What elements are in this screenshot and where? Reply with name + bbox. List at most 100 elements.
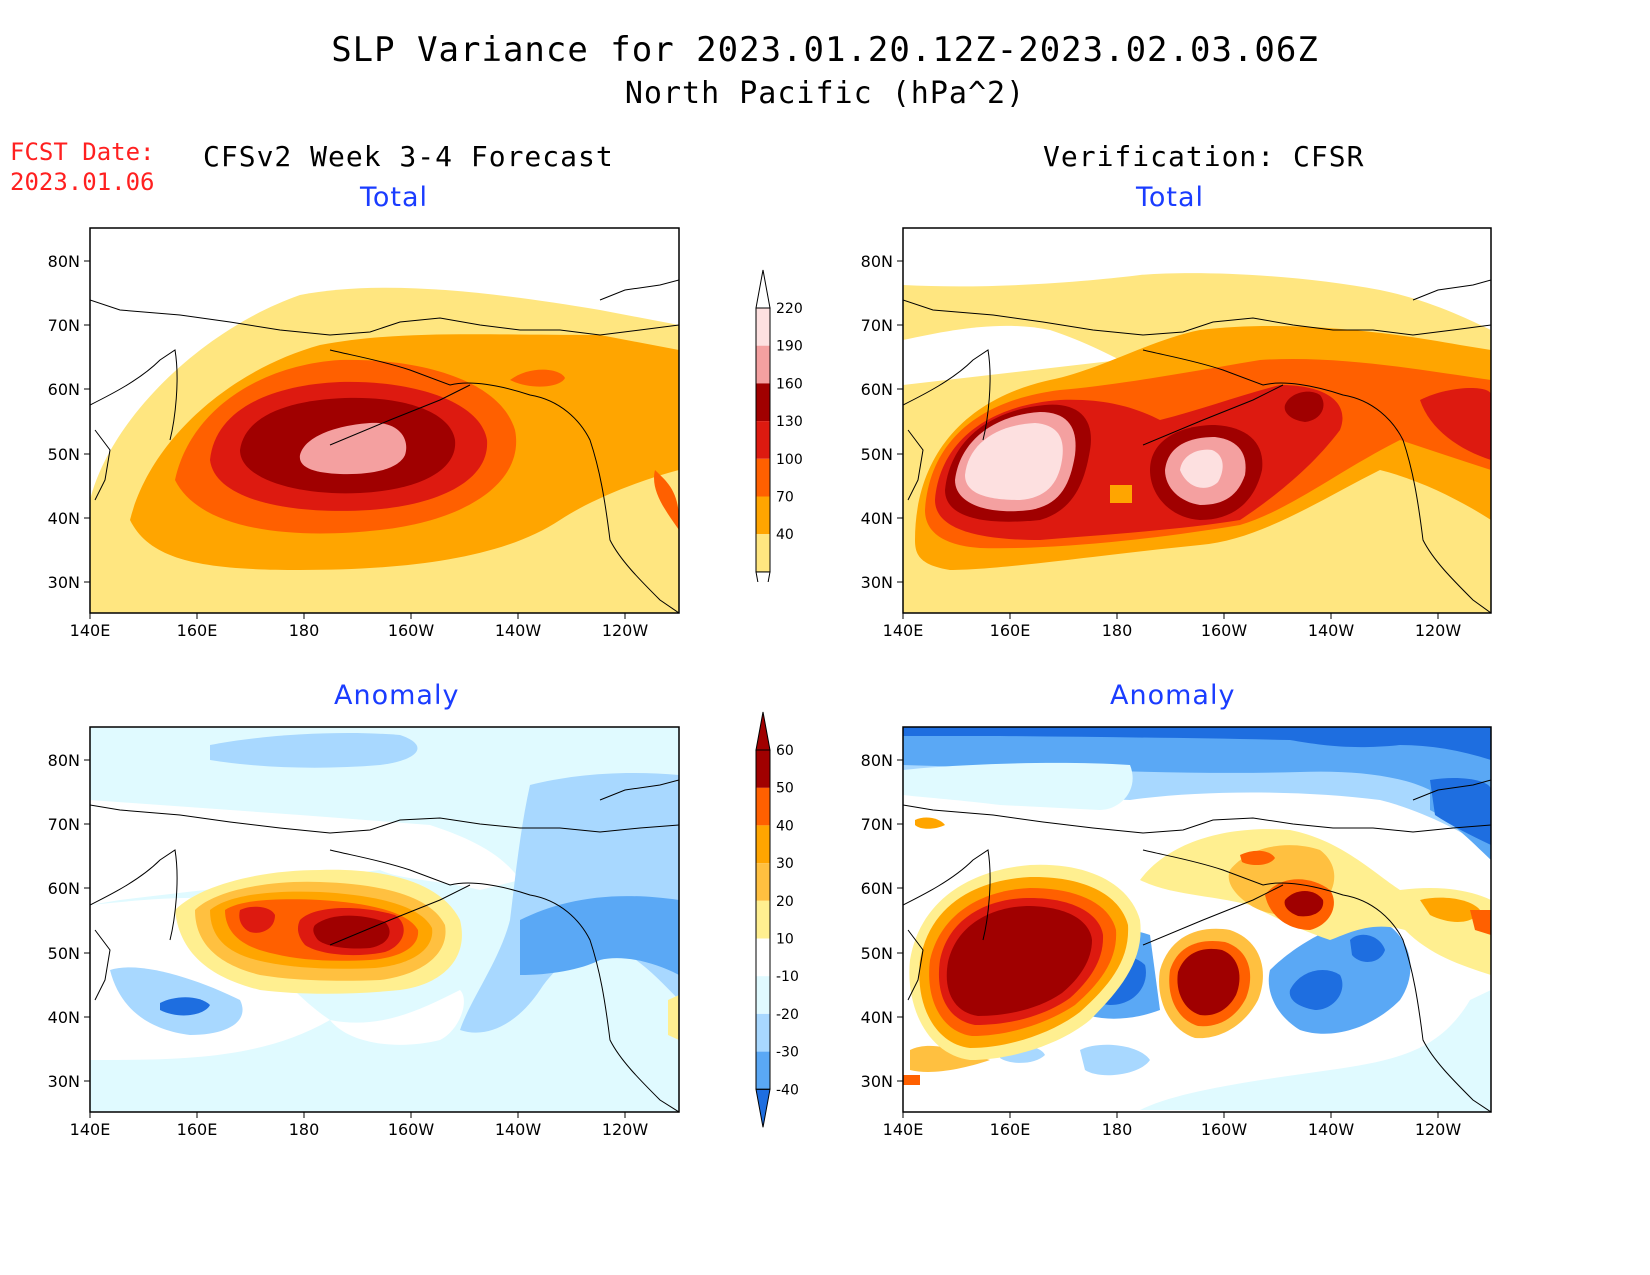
lon-label: 140E [70, 1120, 111, 1139]
verification-column-header: Verification: CFSR [1043, 140, 1365, 173]
lon-label: 180 [1102, 621, 1133, 640]
lat-label: 30N [48, 573, 80, 592]
colorbar-level-label: 40 [776, 818, 794, 834]
forecast-anomaly-title: Anomaly [334, 680, 460, 711]
colorbar-swatch [756, 421, 770, 459]
lat-label: 60N [48, 879, 80, 898]
lon-label: 120W [602, 621, 649, 640]
forecast-column-header: CFSv2 Week 3-4 Forecast [203, 140, 614, 173]
verification-total-map: 80N 70N 60N 50N 40N 30N 140E 160E 180 160W 140W 12… [861, 227, 1492, 640]
forecast-total-title: Total [360, 182, 429, 213]
lat-label: 80N [48, 751, 80, 770]
colorbar-level-label: 160 [776, 376, 803, 392]
fcst-date-value: 2023.01.06 [10, 168, 155, 196]
forecast-anomaly-map: 80N 70N 60N 50N 40N 30N 140E 160E 180 160W 140W 12… [48, 726, 680, 1139]
colorbar-swatch [756, 900, 770, 939]
colorbar-swatch [756, 308, 770, 346]
colorbar-swatch [756, 1051, 770, 1090]
lon-label: 160W [1201, 621, 1248, 640]
verification-total-title: Total [1136, 182, 1205, 213]
fcst-date-label: FCST Date: [10, 138, 155, 166]
page-subtitle: North Pacific (hPa^2) [624, 76, 1026, 111]
lon-label: 120W [1415, 621, 1462, 640]
forecast-total-map: 80N 70N 60N 50N 40N 30N 140E 160E 180 160W 140W 12… [48, 227, 680, 640]
colorbar-level-label: -10 [776, 969, 799, 985]
colorbar-level-label: 70 [776, 490, 794, 506]
lat-label: 70N [48, 815, 80, 834]
colorbar-frame [755, 307, 771, 573]
colorbar-swatch [756, 825, 770, 864]
anomaly-colorbar: 60 50 40 30 20 10 -10 -20 -30 -40 [755, 711, 799, 1128]
colorbar-level-label: 20 [776, 894, 794, 910]
colorbar-level-label: 50 [776, 781, 794, 797]
colorbar-swatch [756, 458, 770, 497]
lon-label: 120W [1415, 1120, 1462, 1139]
colorbar-top-cap [755, 711, 771, 751]
colorbar-swatch [756, 863, 770, 901]
lon-label: 160E [990, 1120, 1031, 1139]
colorbar-top-cap [755, 269, 771, 309]
colorbar-swatch [756, 496, 770, 535]
lat-label: 30N [861, 573, 893, 592]
lat-label: 40N [861, 1008, 893, 1027]
colorbar-level-label: 130 [776, 414, 803, 430]
colorbar-swatch [756, 787, 770, 826]
colorbar-frame [755, 749, 771, 1090]
lat-label: 50N [861, 445, 893, 464]
colorbar-bottom-cap [755, 1088, 771, 1128]
colorbar-level-label: -40 [776, 1082, 799, 1098]
lon-label: 160E [990, 621, 1031, 640]
lon-label: 140W [495, 1120, 542, 1139]
colorbar-bottom-cap [755, 571, 771, 582]
lon-label: 140W [495, 621, 542, 640]
page-title: SLP Variance for 2023.01.20.12Z-2023.02.… [331, 30, 1319, 70]
colorbar-level-label: 190 [776, 339, 803, 355]
colorbar-level-label: -30 [776, 1045, 799, 1061]
lon-label: 140W [1308, 621, 1355, 640]
lat-label: 40N [48, 1008, 80, 1027]
colorbar-level-label: 10 [776, 932, 794, 948]
verification-anomaly-map: 80N 70N 60N 50N 40N 30N 140E 160E 180 160W 140W 12… [861, 726, 1492, 1139]
lon-label: 140E [883, 621, 924, 640]
total-colorbar: 220 190 160 130 100 70 40 [755, 269, 803, 582]
colorbar-level-label: 30 [776, 856, 794, 872]
lon-label: 180 [1102, 1120, 1133, 1139]
colorbar-level-label: 100 [776, 452, 803, 468]
colorbar-swatch [756, 345, 770, 384]
colorbar-level-label: 40 [776, 527, 794, 543]
lat-label: 70N [861, 316, 893, 335]
lat-label: 80N [861, 751, 893, 770]
colorbar-swatch [756, 1013, 770, 1052]
lat-label: 30N [861, 1072, 893, 1091]
lon-label: 160E [177, 1120, 218, 1139]
lat-label: 40N [48, 509, 80, 528]
lat-label: 50N [861, 944, 893, 963]
lon-label: 160W [388, 1120, 435, 1139]
colorbar-swatch [756, 938, 770, 977]
lat-label: 40N [861, 509, 893, 528]
colorbar-level-label: 60 [776, 743, 794, 759]
lat-label: 50N [48, 445, 80, 464]
lat-label: 80N [861, 252, 893, 271]
colorbar-swatch [756, 749, 770, 788]
colorbar-swatch [756, 383, 770, 422]
lat-label: 30N [48, 1072, 80, 1091]
lat-label: 50N [48, 944, 80, 963]
lat-label: 70N [861, 815, 893, 834]
lat-label: 60N [48, 380, 80, 399]
lat-label: 60N [861, 879, 893, 898]
lon-label: 140E [883, 1120, 924, 1139]
lat-label: 80N [48, 252, 80, 271]
colorbar-swatch [756, 976, 770, 1014]
lon-label: 180 [289, 621, 320, 640]
lon-label: 140W [1308, 1120, 1355, 1139]
verification-anomaly-title: Anomaly [1110, 680, 1236, 711]
lon-label: 160E [177, 621, 218, 640]
lon-label: 160W [388, 621, 435, 640]
colorbar-level-label: 220 [776, 301, 803, 317]
lon-label: 180 [289, 1120, 320, 1139]
lat-label: 60N [861, 380, 893, 399]
colorbar-level-label: -20 [776, 1007, 799, 1023]
lon-label: 140E [70, 621, 111, 640]
lat-label: 70N [48, 316, 80, 335]
